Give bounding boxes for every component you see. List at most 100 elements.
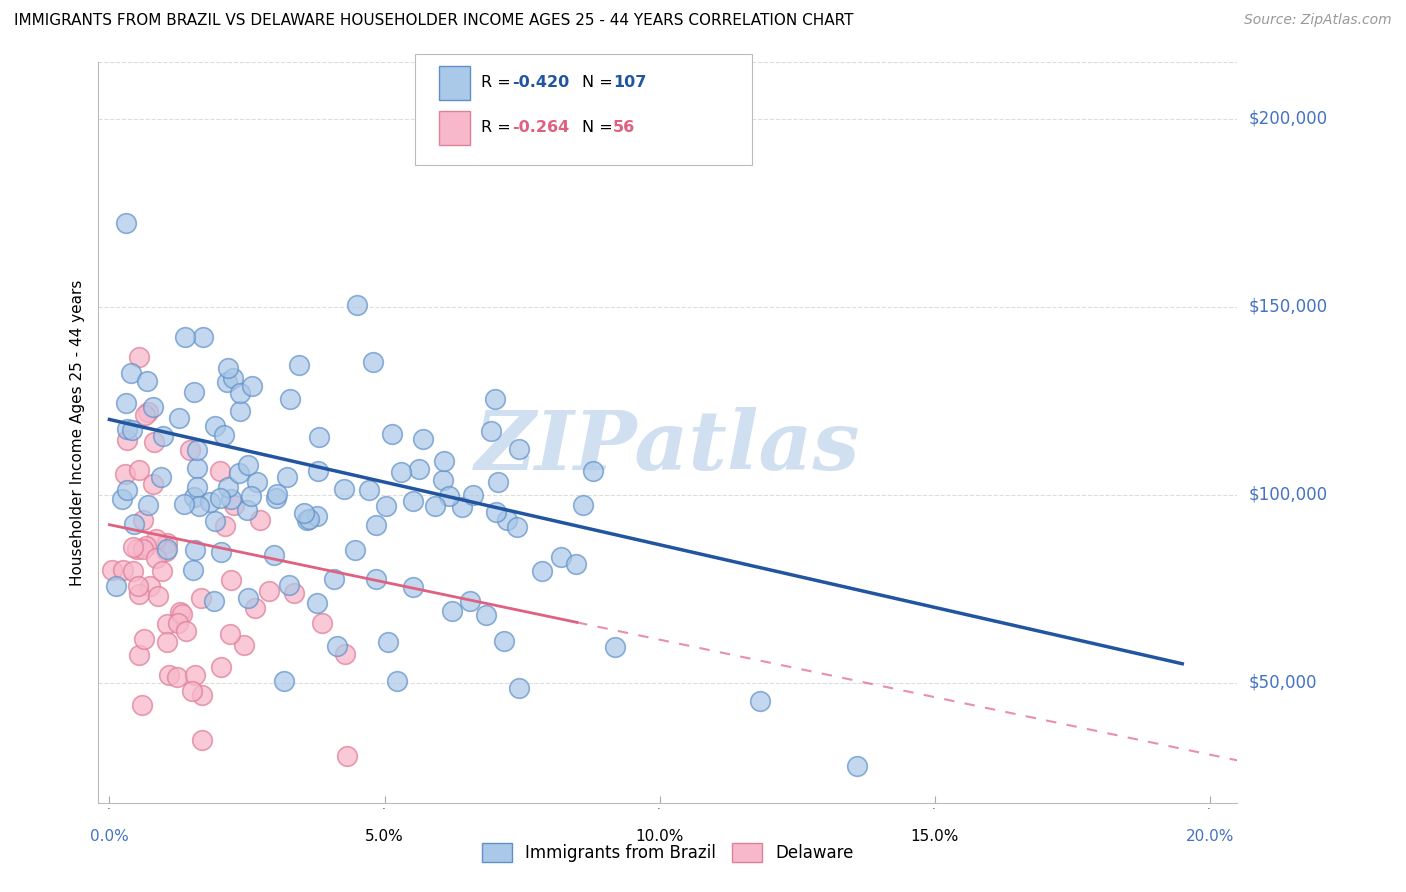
Point <box>128 587 150 601</box>
Legend: Immigrants from Brazil, Delaware: Immigrants from Brazil, Delaware <box>475 836 860 869</box>
Point <box>122 540 145 554</box>
Point <box>156 535 179 549</box>
Point <box>249 513 271 527</box>
Point <box>336 749 359 764</box>
Point <box>172 607 194 621</box>
Point <box>186 443 208 458</box>
Point <box>173 497 195 511</box>
Point <box>217 376 239 390</box>
Point <box>131 512 153 526</box>
Point <box>246 475 269 490</box>
Point <box>183 563 205 577</box>
Point <box>212 427 235 442</box>
Point <box>204 514 226 528</box>
Point <box>138 579 160 593</box>
Point <box>128 463 150 477</box>
Point <box>190 591 212 605</box>
Point <box>486 475 509 489</box>
Point <box>458 594 481 608</box>
Point <box>174 624 197 638</box>
Point <box>181 684 204 698</box>
Point <box>193 330 215 344</box>
Point <box>214 519 236 533</box>
Text: 20.0%: 20.0% <box>1185 829 1234 844</box>
Point <box>152 429 174 443</box>
Point <box>485 505 508 519</box>
Point <box>323 573 346 587</box>
Point <box>229 386 252 401</box>
Text: N =: N = <box>582 120 619 135</box>
Point <box>232 638 254 652</box>
Point <box>308 430 330 444</box>
Point <box>128 351 150 365</box>
Point <box>145 533 167 547</box>
Point <box>143 434 166 449</box>
Point <box>142 400 165 414</box>
Point <box>240 379 263 393</box>
Point <box>305 508 328 523</box>
Text: -0.264: -0.264 <box>512 120 569 135</box>
Point <box>204 419 226 434</box>
Point <box>127 579 149 593</box>
Point <box>389 466 412 480</box>
Point <box>134 409 156 423</box>
Point <box>136 404 159 418</box>
Point <box>167 411 190 425</box>
Point <box>484 392 506 407</box>
Point <box>115 483 138 498</box>
Text: $50,000: $50,000 <box>1249 673 1317 691</box>
Point <box>136 375 159 389</box>
Point <box>276 470 298 484</box>
Point <box>146 589 169 603</box>
Point <box>461 488 484 502</box>
Point <box>155 543 177 558</box>
Point <box>311 616 333 631</box>
Point <box>135 539 157 553</box>
Text: $200,000: $200,000 <box>1249 110 1327 128</box>
Point <box>307 464 329 478</box>
Point <box>343 543 366 558</box>
Point <box>156 635 179 649</box>
Point <box>278 392 301 407</box>
Point <box>174 329 197 343</box>
Point <box>479 425 502 439</box>
Point <box>605 640 627 654</box>
Point <box>120 366 142 380</box>
Text: $150,000: $150,000 <box>1249 298 1327 316</box>
Point <box>142 476 165 491</box>
Point <box>288 358 311 372</box>
Point <box>506 520 529 534</box>
Point <box>198 495 221 509</box>
Point <box>183 491 205 505</box>
Point <box>240 489 263 503</box>
Point <box>166 670 188 684</box>
Point <box>219 627 242 641</box>
Point <box>115 433 138 447</box>
Point <box>121 423 143 437</box>
Point <box>115 396 138 410</box>
Point <box>432 473 454 487</box>
Point <box>183 543 205 558</box>
Point <box>531 564 554 578</box>
Point <box>440 604 463 618</box>
Point <box>402 580 425 594</box>
Point <box>179 443 201 458</box>
Text: N =: N = <box>582 76 619 90</box>
Point <box>222 498 245 512</box>
Point <box>437 489 460 503</box>
Point <box>748 693 770 707</box>
Point <box>127 542 149 557</box>
Point <box>209 660 232 674</box>
Point <box>425 500 447 514</box>
Point <box>385 673 408 688</box>
Point <box>166 615 188 630</box>
Point <box>111 491 134 506</box>
Point <box>475 608 498 623</box>
Point <box>357 483 380 497</box>
Point <box>159 668 181 682</box>
Point <box>228 466 250 480</box>
Point <box>122 565 145 579</box>
Point <box>377 635 399 649</box>
Point <box>105 579 128 593</box>
Point <box>846 759 869 773</box>
